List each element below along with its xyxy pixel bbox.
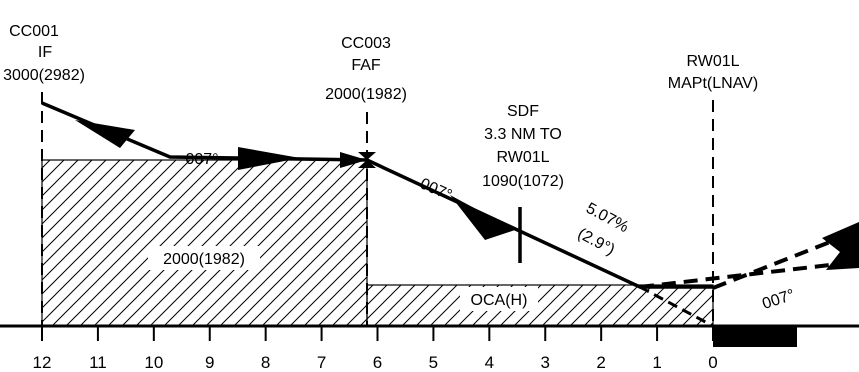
scale-tick-label: 1 — [652, 353, 661, 372]
cc003-name: CC003 — [341, 35, 391, 52]
scale-tick-label: 9 — [205, 353, 214, 372]
scale-tick-label: 3 — [541, 353, 550, 372]
sdf-runway: RW01L — [496, 149, 549, 166]
faf-arrowhead-icon — [340, 152, 367, 168]
scale-tick-label: 0 — [708, 353, 717, 372]
sdf-name: SDF — [507, 103, 539, 120]
intermediate-area — [41, 159, 368, 327]
area-label-bg — [148, 246, 260, 270]
descent-continuation — [639, 285, 714, 328]
sdf-distance: 3.3 NM TO — [484, 126, 562, 143]
scale-tick-label: 11 — [89, 353, 107, 372]
scale-tick-label: 4 — [485, 353, 494, 372]
scale-tick-label: 5 — [429, 353, 438, 372]
distance-scale-labels: 12 11 10 9 8 7 6 5 4 3 2 1 0 — [33, 353, 718, 372]
scale-tick-label: 7 — [317, 353, 326, 372]
distance-scale — [41, 326, 714, 341]
final-area — [366, 284, 714, 327]
cc001-altitude: 3000(2982) — [3, 67, 85, 84]
scale-tick-label: 6 — [373, 353, 382, 372]
cc003-altitude: 2000(1982) — [325, 86, 407, 103]
runway-bar — [713, 327, 797, 347]
level-arrow-icon — [238, 147, 300, 170]
initial-course-label: 007° — [185, 151, 218, 168]
initial-arrow-icon — [75, 120, 135, 148]
missed-arrow-icon — [822, 222, 859, 270]
missed-path-upper — [712, 240, 831, 290]
scale-tick-label: 10 — [144, 353, 163, 372]
oca-label-bg — [460, 287, 538, 311]
missed-course-label: 007° — [760, 287, 797, 313]
intermediate-min-label: 2000(1982) — [163, 251, 245, 268]
final-course-label: 007° — [417, 175, 454, 204]
final-arrow-icon — [450, 195, 515, 240]
cc001-name: CC001 — [9, 23, 59, 40]
rw01l-name: RW01L — [686, 53, 739, 70]
scale-tick-label: 2 — [596, 353, 605, 372]
missed-path-lower — [639, 263, 831, 289]
angle-label: (2.9°) — [575, 225, 618, 258]
cc001-type: IF — [38, 44, 52, 61]
scale-tick-label: 8 — [261, 353, 270, 372]
oca-label: OCA(H) — [471, 292, 528, 309]
sdf-altitude: 1090(1072) — [482, 173, 564, 190]
rw01l-type: MAPt(LNAV) — [668, 75, 758, 92]
scale-tick-label: 12 — [33, 353, 52, 372]
cc003-type: FAF — [351, 57, 381, 74]
